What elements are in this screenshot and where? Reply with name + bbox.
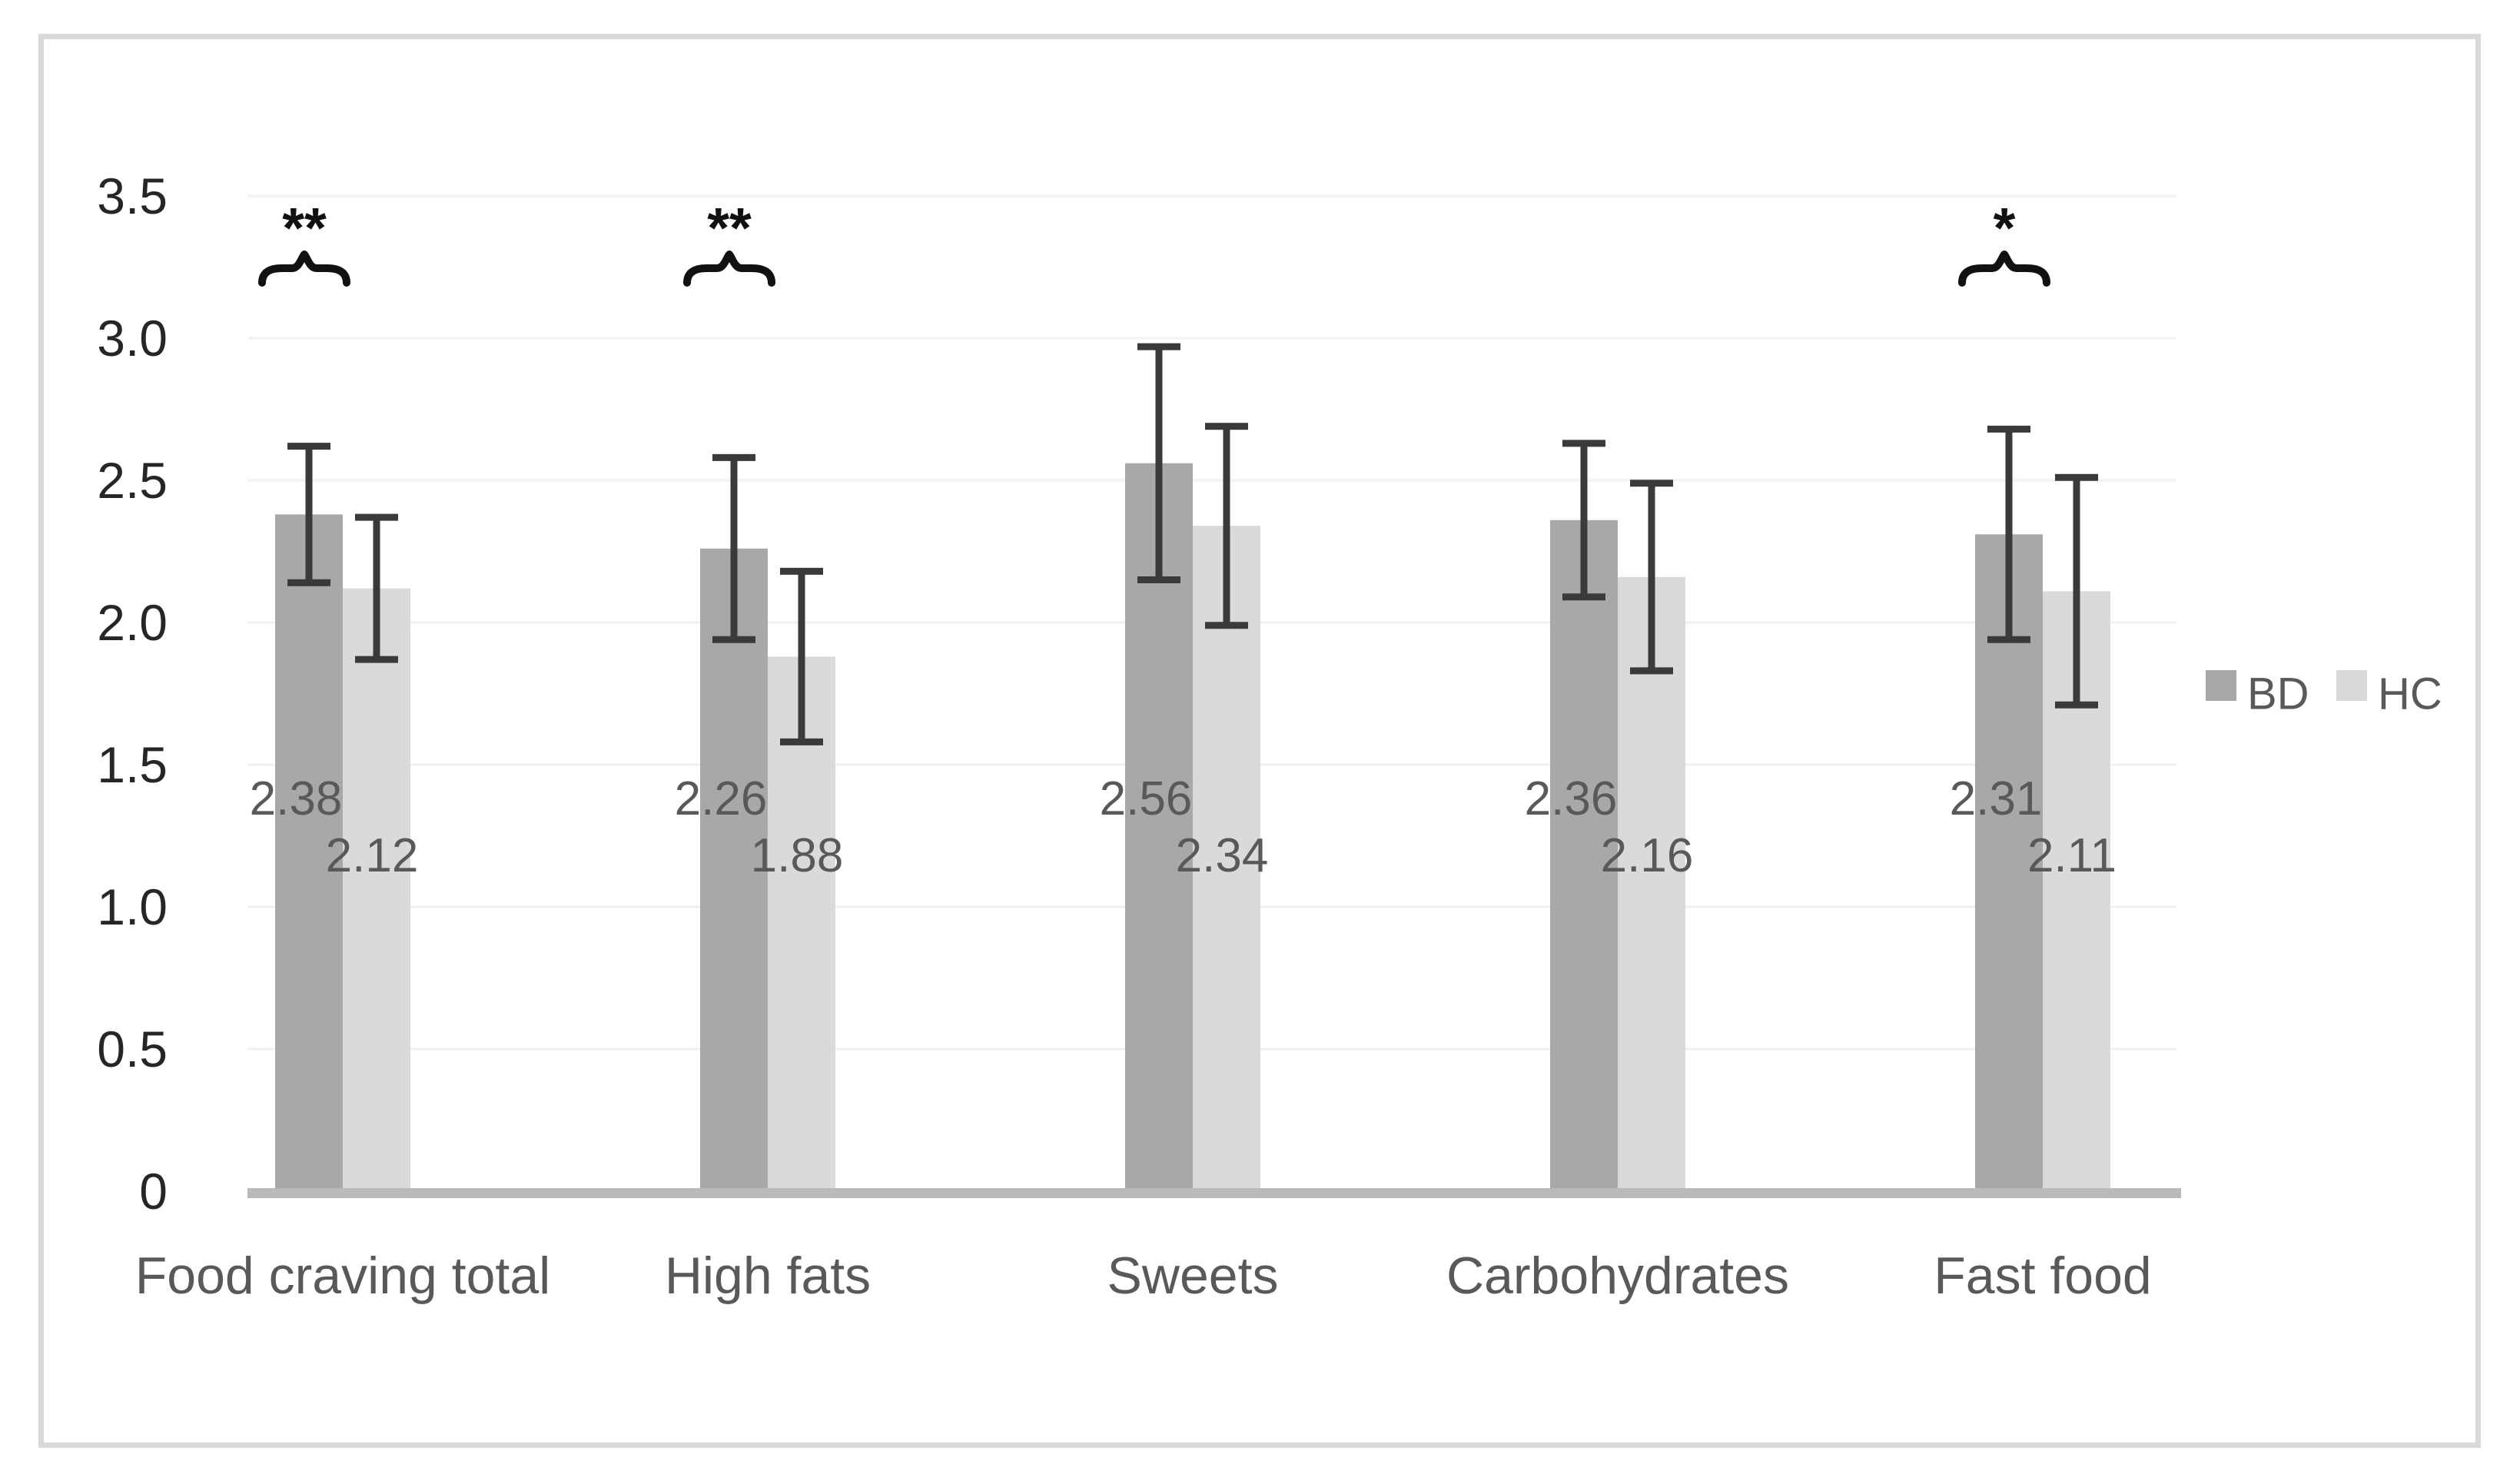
significance-asterisks: **: [707, 196, 752, 260]
y-tick-label: 3.0: [97, 310, 168, 367]
significance-asterisks: *: [1994, 196, 2016, 260]
bar-bd: [700, 548, 768, 1196]
data-label-hc: 2.34: [1176, 829, 1269, 882]
y-tick-label: 2.0: [97, 594, 168, 651]
data-label-hc: 2.11: [2027, 829, 2117, 882]
bar-bd: [275, 514, 343, 1196]
category-label: Carbohydrates: [1446, 1247, 1789, 1305]
significance-brace: [1958, 251, 2050, 287]
bar-bd: [1975, 534, 2043, 1196]
legend-label-bd: BD: [2247, 669, 2309, 719]
data-label-bd: 2.26: [675, 772, 768, 825]
category-label: Fast food: [1934, 1247, 2152, 1305]
data-label-hc: 2.16: [1601, 829, 1694, 882]
y-tick-label: 3.5: [97, 168, 168, 224]
y-tick-label: 2.5: [97, 452, 168, 509]
y-tick-label: 0: [139, 1163, 168, 1220]
significance-asterisks: **: [282, 196, 327, 260]
data-label-hc: 2.12: [326, 829, 419, 882]
data-label-bd: 2.31: [1950, 772, 2043, 825]
bar-hc: [1193, 526, 1260, 1196]
significance-brace: [683, 251, 775, 287]
y-tick-label: 0.5: [97, 1021, 168, 1077]
bar-bd: [1125, 463, 1193, 1196]
bar-hc: [1618, 576, 1685, 1196]
y-tick-label: 1.0: [97, 878, 168, 935]
category-label: Food craving total: [135, 1247, 551, 1305]
legend-swatch-bd: [2206, 670, 2236, 701]
bar-bd: [1550, 520, 1618, 1196]
legend-swatch-hc: [2336, 670, 2367, 701]
bar-hc: [343, 588, 410, 1196]
data-label-bd: 2.38: [250, 772, 343, 825]
y-tick-label: 1.5: [97, 736, 168, 793]
bar-hc: [768, 656, 835, 1196]
legend-label-hc: HC: [2378, 669, 2442, 719]
category-label: Sweets: [1107, 1247, 1279, 1305]
significance-brace: [258, 251, 350, 287]
category-label: High fats: [665, 1247, 871, 1305]
x-axis-line: [247, 1188, 2181, 1198]
data-label-bd: 2.36: [1525, 772, 1618, 825]
data-label-bd: 2.56: [1100, 772, 1193, 825]
data-label-hc: 1.88: [751, 829, 844, 882]
